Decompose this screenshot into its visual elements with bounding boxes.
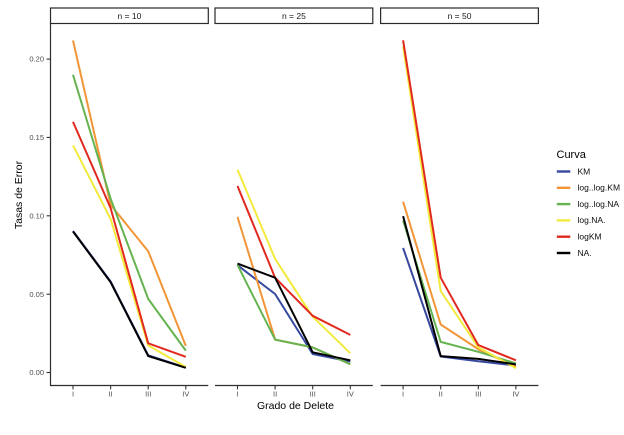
svg-text:n = 25: n = 25 [282,11,306,21]
svg-text:IV: IV [182,390,189,399]
svg-text:0.00: 0.00 [29,368,44,377]
svg-text:KM: KM [578,166,591,176]
svg-text:IV: IV [347,390,354,399]
svg-text:NA.: NA. [578,248,592,258]
svg-text:Curva: Curva [557,149,587,161]
svg-text:log..log.KM: log..log.KM [578,183,621,193]
svg-text:0.10: 0.10 [29,211,44,220]
svg-text:n = 10: n = 10 [117,11,141,21]
svg-text:Tasas de Error: Tasas de Error [13,160,25,229]
svg-text:III: III [145,390,151,399]
svg-text:Grado de Delete: Grado de Delete [257,400,334,412]
svg-text:logKM: logKM [578,232,602,242]
svg-text:II: II [439,390,443,399]
svg-text:n = 50: n = 50 [448,11,472,21]
svg-text:log..log.NA: log..log.NA [578,199,620,209]
svg-text:II: II [273,390,277,399]
svg-text:I: I [236,390,238,399]
svg-text:I: I [402,390,404,399]
svg-text:III: III [310,390,316,399]
svg-text:log.NA.: log.NA. [578,215,606,225]
svg-text:0.15: 0.15 [29,133,44,142]
svg-text:0.05: 0.05 [29,290,44,299]
svg-text:IV: IV [512,390,519,399]
svg-text:II: II [109,390,113,399]
svg-text:I: I [72,390,74,399]
svg-text:0.20: 0.20 [29,55,44,64]
svg-text:III: III [475,390,481,399]
